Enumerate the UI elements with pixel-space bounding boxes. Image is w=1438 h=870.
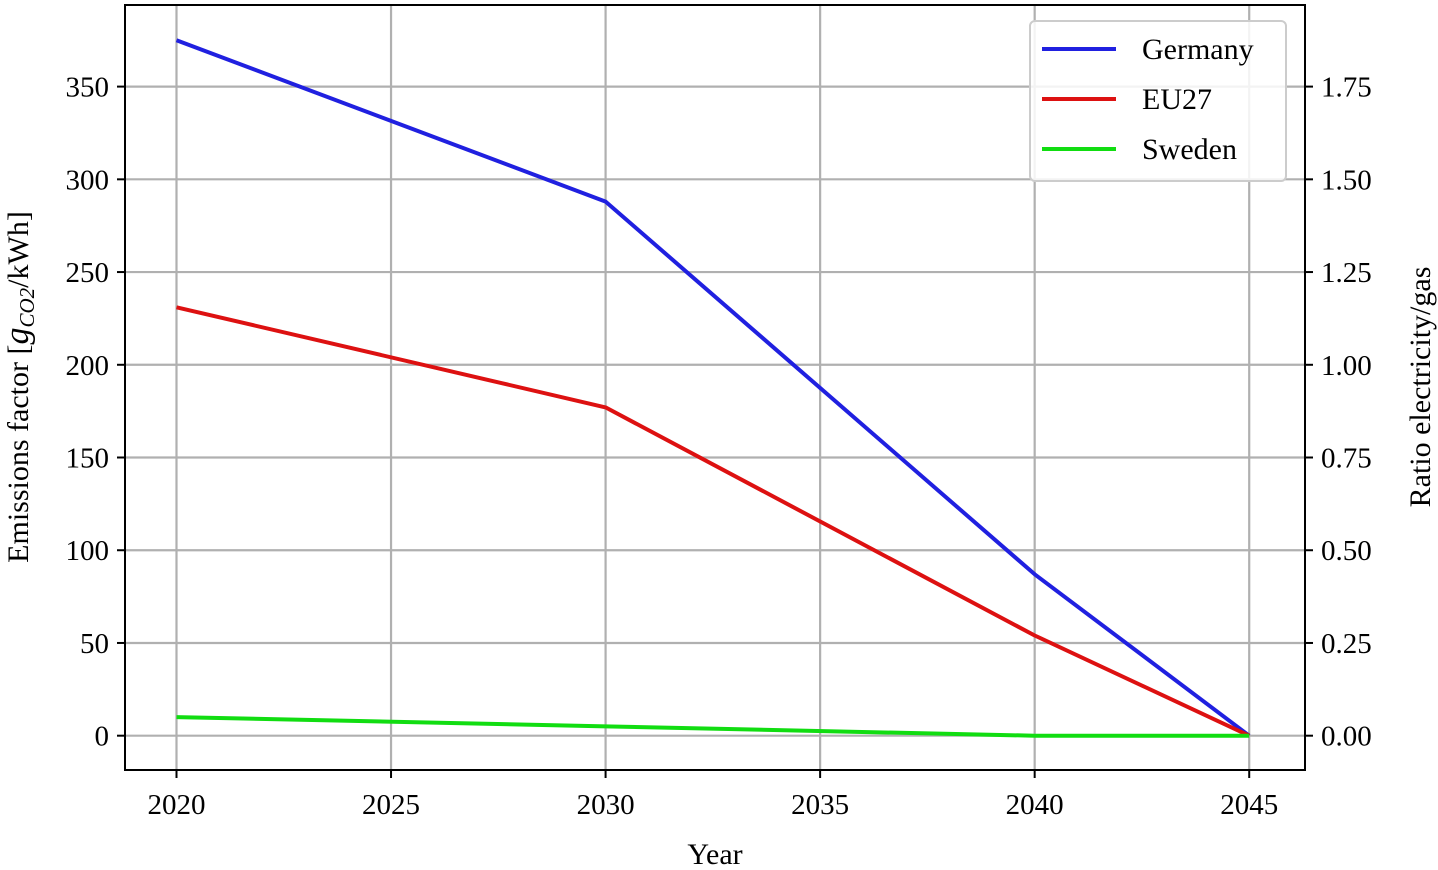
- y2-tick-label: 0.25: [1321, 628, 1372, 660]
- y2-axis-label: Ratio electricity/gas: [1404, 267, 1437, 508]
- series-line-sweden: [176, 715, 1250, 738]
- y-axis-label: Emissions factor [gCO2/kWh]: [0, 211, 39, 563]
- y2-tick-label: 0.00: [1321, 721, 1372, 753]
- y-axis-label-main: Emissions factor [: [2, 345, 35, 563]
- legend: Germany EU27 Sweden: [1029, 20, 1287, 182]
- y-tick-label: 300: [66, 164, 110, 196]
- x-tick-label: 2040: [1006, 789, 1064, 821]
- x-tick-label: 2020: [147, 789, 205, 821]
- y-tick-label: 200: [66, 350, 110, 382]
- x-tick-label: 2030: [577, 789, 635, 821]
- legend-label-sweden: Sweden: [1142, 133, 1237, 166]
- x-tick-label: 2045: [1220, 789, 1278, 821]
- legend-label-germany: Germany: [1142, 33, 1254, 66]
- y2-tick-label: 0.75: [1321, 443, 1372, 475]
- y2-tick-label: 0.50: [1321, 535, 1372, 567]
- y-axis-ticks: 0 50 100 150 200 250 300 350: [66, 72, 125, 753]
- y2-tick-label: 1.25: [1321, 257, 1372, 289]
- x-axis-label: Year: [687, 838, 742, 870]
- series-line-germany: [175, 38, 1251, 738]
- y-axis-label-subscript: CO2: [15, 287, 39, 327]
- y-tick-label: 0: [95, 721, 110, 753]
- x-tick-label: 2025: [362, 789, 420, 821]
- y-axis-label-tail: /kWh]: [2, 211, 35, 288]
- series-lines: [175, 38, 1251, 738]
- y2-tick-label: 1.75: [1321, 72, 1372, 104]
- y2-tick-label: 1.00: [1321, 350, 1372, 382]
- x-tick-label: 2035: [791, 789, 849, 821]
- legend-box: [1029, 20, 1287, 182]
- y2-axis-ticks: 0.00 0.25 0.50 0.75 1.00 1.25 1.50 1.75: [1305, 72, 1372, 753]
- y-tick-label: 50: [80, 628, 109, 660]
- x-axis-ticks: 2020 2025 2030 2035 2040 2045: [147, 770, 1278, 821]
- legend-label-eu27: EU27: [1142, 83, 1212, 116]
- y-tick-label: 150: [66, 443, 110, 475]
- series-line-eu27: [176, 305, 1251, 738]
- y-tick-label: 250: [66, 257, 110, 289]
- y-axis-label-symbol: g: [0, 328, 36, 345]
- y2-tick-label: 1.50: [1321, 164, 1372, 196]
- y-tick-label: 100: [66, 535, 110, 567]
- plot-frame: [124, 4, 1306, 771]
- y-tick-label: 350: [66, 72, 110, 104]
